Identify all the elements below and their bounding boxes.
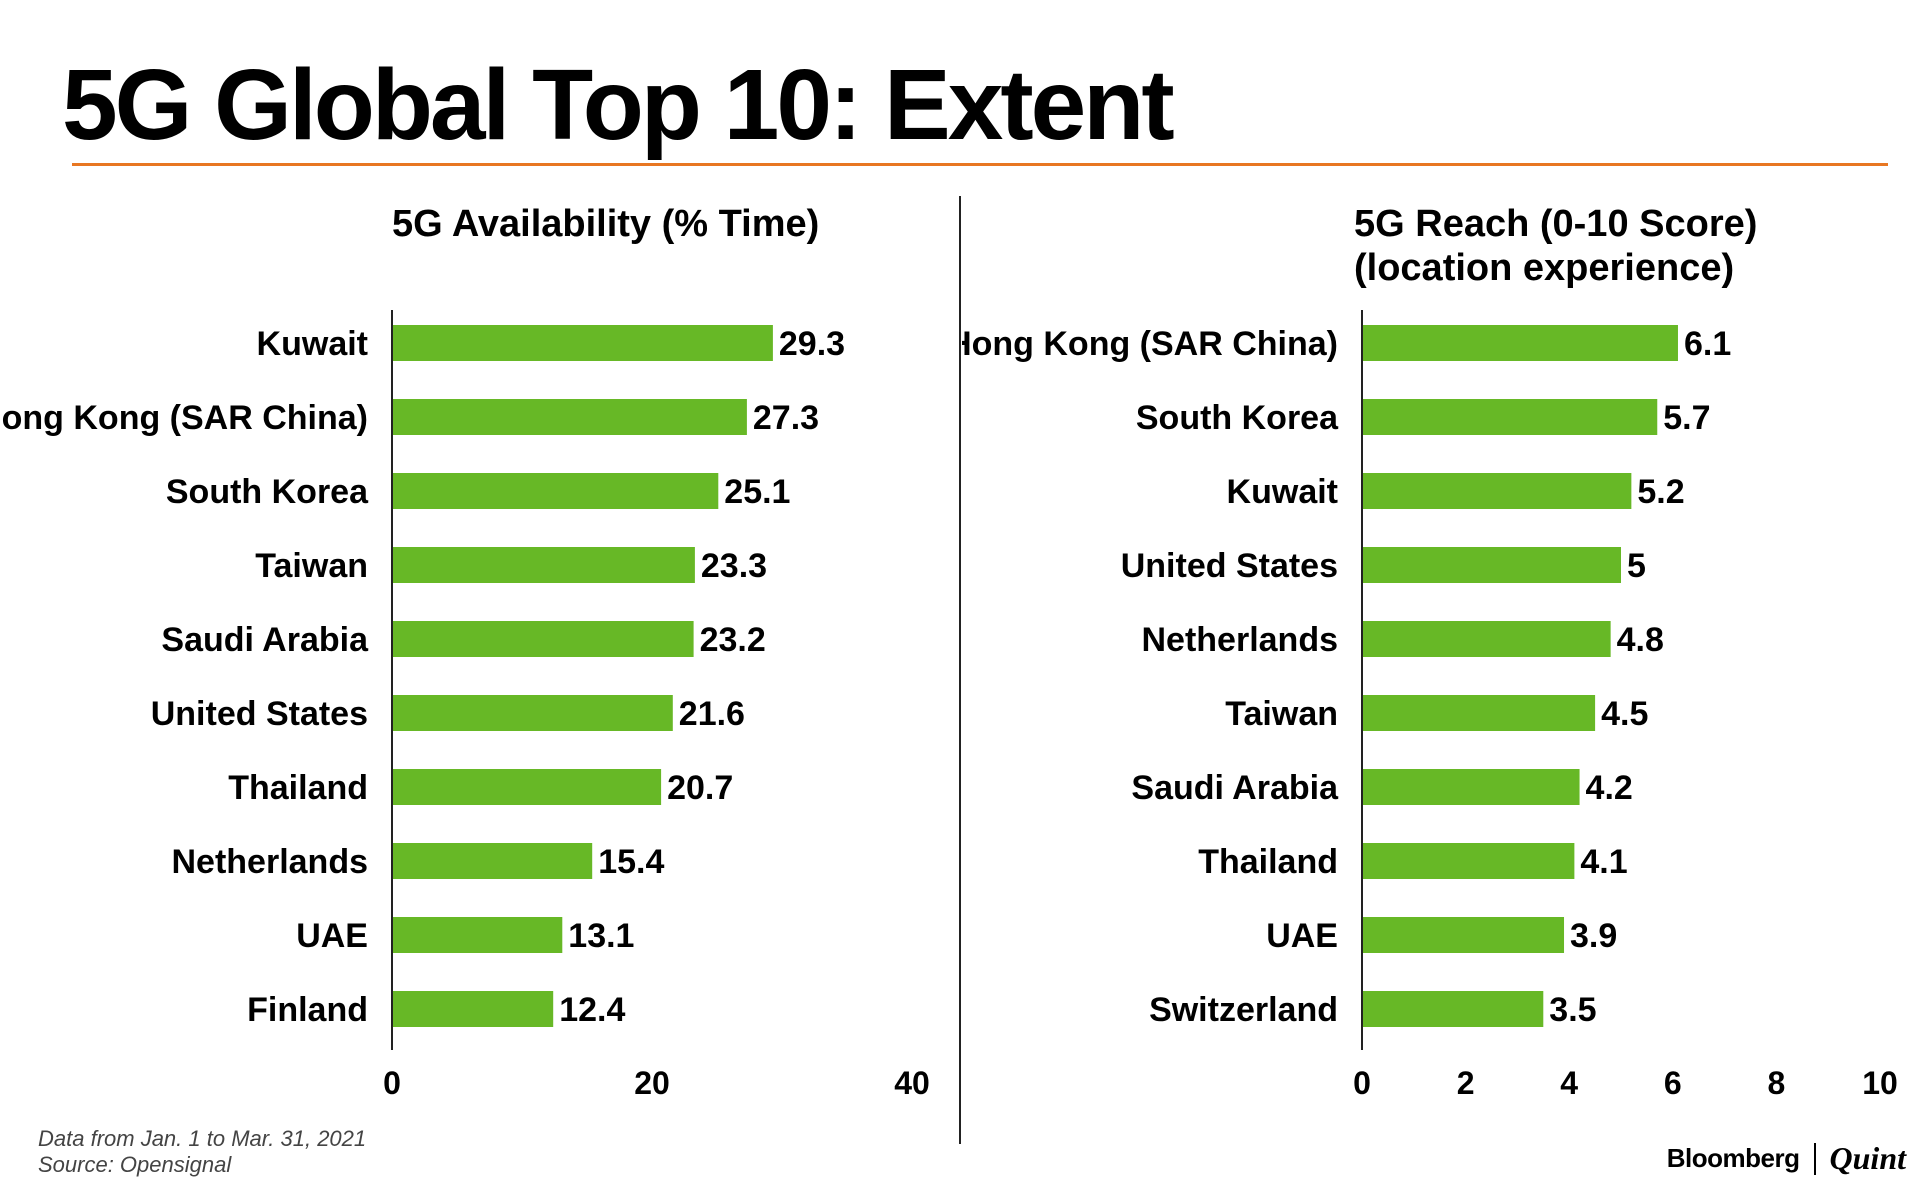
value-label: 3.5: [1549, 991, 1596, 1029]
value-label: 6.1: [1684, 325, 1731, 363]
bar: [393, 991, 554, 1027]
bar: [393, 473, 719, 509]
x-tick-label: 0: [1353, 1065, 1371, 1101]
category-label: Kuwait: [257, 325, 368, 363]
value-label: 23.2: [700, 621, 766, 659]
page-title: 5G Global Top 10: Extent: [62, 49, 1175, 161]
bar: [1363, 399, 1658, 435]
value-label: 4.2: [1586, 769, 1633, 807]
chart-title: (location experience): [1354, 247, 1734, 289]
bar: [1363, 695, 1596, 731]
x-tick-label: 4: [1560, 1065, 1578, 1101]
category-label: Taiwan: [1225, 695, 1338, 733]
bar: [393, 399, 747, 435]
bar: [393, 843, 593, 879]
category-label: Thailand: [1198, 843, 1338, 881]
value-label: 4.5: [1601, 695, 1648, 733]
bloomberg-wordmark: Bloomberg: [1666, 1143, 1800, 1173]
x-tick-label: 6: [1664, 1065, 1682, 1101]
bar: [1363, 473, 1632, 509]
value-label: 5.7: [1663, 399, 1710, 437]
category-label: Hong Kong (SAR China): [962, 325, 1338, 363]
bar: [393, 695, 673, 731]
value-label: 27.3: [753, 399, 819, 437]
value-label: 3.9: [1570, 917, 1617, 955]
value-label: 15.4: [598, 843, 664, 881]
value-label: 12.4: [559, 991, 625, 1029]
category-label: Finland: [247, 991, 368, 1029]
category-label: South Korea: [166, 473, 369, 511]
x-tick-label: 40: [894, 1065, 930, 1101]
value-label: 23.3: [701, 547, 767, 585]
chart-divider: [959, 196, 961, 1144]
value-label: 5.2: [1637, 473, 1684, 511]
bar: [1363, 621, 1611, 657]
value-label: 13.1: [568, 917, 634, 955]
x-tick-label: 8: [1768, 1065, 1786, 1101]
category-label: United States: [1121, 547, 1338, 585]
availability-chart: 5G Availability (% Time) Kuwait 29.3 Hong K…: [0, 203, 930, 1101]
bar: [1363, 917, 1565, 953]
bar: [393, 769, 662, 805]
category-label: Thailand: [228, 769, 368, 807]
category-label: Saudi Arabia: [161, 621, 369, 659]
data-period-note: Data from Jan. 1 to Mar. 31, 2021: [38, 1126, 367, 1151]
x-tick-label: 20: [634, 1065, 670, 1101]
bar: [1363, 769, 1580, 805]
footer-note: Data from Jan. 1 to Mar. 31, 2021 Source…: [38, 1126, 366, 1178]
category-label: UAE: [1266, 917, 1338, 955]
reach-chart: 5G Reach (0-10 Score)(location experienc…: [962, 203, 1898, 1101]
value-label: 4.1: [1580, 843, 1627, 881]
category-label: Kuwait: [1227, 473, 1338, 511]
category-label: Netherlands: [1142, 621, 1339, 659]
bar: [1363, 843, 1575, 879]
category-label: South Korea: [1136, 399, 1339, 437]
category-label: Hong Kong (SAR China): [0, 399, 368, 437]
category-label: Saudi Arabia: [1131, 769, 1339, 807]
bar: [1363, 991, 1544, 1027]
bar: [393, 621, 694, 657]
source-note: Source: Opensignal: [38, 1152, 232, 1177]
bar: [1363, 325, 1678, 361]
title-underline: [72, 163, 1888, 166]
x-tick-label: 10: [1862, 1065, 1898, 1101]
category-label: Netherlands: [172, 843, 369, 881]
value-label: 29.3: [779, 325, 845, 363]
brand-separator: [1813, 1142, 1816, 1175]
brand-logo: Bloomberg Quint: [1667, 1140, 1906, 1177]
bar: [393, 917, 563, 953]
bar: [1363, 547, 1621, 583]
category-label: Switzerland: [1149, 991, 1338, 1029]
value-label: 21.6: [679, 695, 745, 733]
x-tick-label: 0: [383, 1065, 401, 1101]
category-label: Taiwan: [255, 547, 368, 585]
value-label: 20.7: [667, 769, 733, 807]
category-label: UAE: [296, 917, 368, 955]
category-label: United States: [151, 695, 368, 733]
value-label: 25.1: [724, 473, 790, 511]
bar: [393, 547, 695, 583]
chart-title: 5G Reach (0-10 Score): [1354, 203, 1757, 245]
value-label: 5: [1627, 547, 1646, 585]
quint-wordmark: Quint: [1829, 1140, 1906, 1176]
x-tick-label: 2: [1457, 1065, 1475, 1101]
bar: [393, 325, 773, 361]
value-label: 4.8: [1617, 621, 1664, 659]
chart-title: 5G Availability (% Time): [392, 203, 819, 245]
